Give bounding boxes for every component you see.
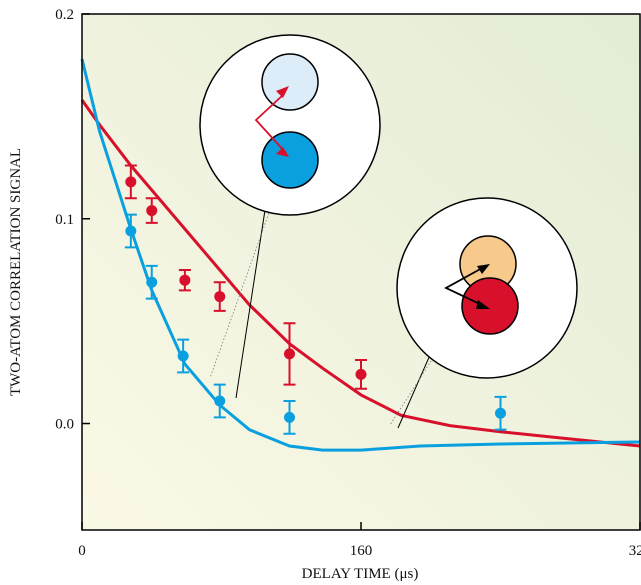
y-axis-label: TWO-ATOM CORRELATION SIGNAL [8, 148, 24, 396]
data-point [178, 350, 189, 361]
data-point [214, 396, 225, 407]
data-point [356, 369, 367, 380]
y-tick-label: 0.2 [55, 7, 74, 23]
y-tick-label: 0.1 [55, 212, 74, 228]
data-point [125, 226, 136, 237]
data-point [146, 205, 157, 216]
x-tick-label: 320 [629, 543, 641, 559]
data-point [179, 275, 190, 286]
atom [262, 54, 318, 110]
data-point [125, 176, 136, 187]
data-point [146, 277, 157, 288]
data-point [214, 291, 225, 302]
data-point [284, 412, 295, 423]
x-axis-label: DELAY TIME (μs) [302, 566, 419, 582]
data-point [284, 348, 295, 359]
atom [462, 278, 518, 334]
chart: 0.2 0.1 0.0 0 160 320 DELAY TIME (μs) TWO-ATO… [0, 0, 641, 585]
atom [262, 132, 318, 188]
y-tick-label: 0.0 [55, 417, 74, 433]
data-point [495, 408, 506, 419]
x-tick-label: 160 [350, 543, 373, 559]
x-tick-label: 0 [78, 543, 86, 559]
